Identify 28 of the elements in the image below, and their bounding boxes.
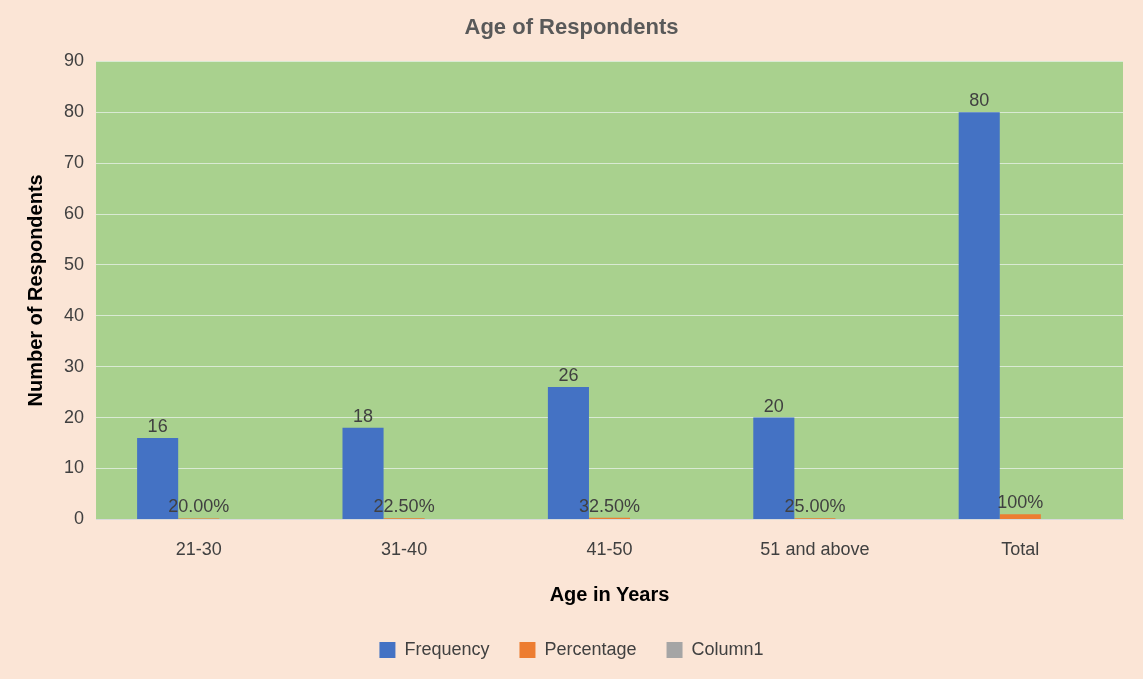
data-label: 20	[763, 395, 784, 416]
x-axis-title: Age in Years	[549, 582, 670, 605]
y-tick-label: 40	[63, 304, 85, 325]
chart-title: Age of Respondents	[464, 14, 679, 40]
x-tick-label: 41-50	[586, 539, 633, 560]
bar	[999, 514, 1041, 519]
y-tick-label: 60	[63, 203, 85, 224]
y-tick-label: 90	[63, 50, 85, 71]
y-tick-label: 80	[63, 101, 85, 122]
data-label: 80	[969, 90, 990, 111]
x-tick-label: 21-30	[175, 539, 222, 560]
y-tick-label: 30	[63, 355, 85, 376]
legend-label: Column1	[691, 638, 764, 659]
y-axis-title: Number of Respondents	[23, 174, 46, 407]
y-tick-label: 10	[63, 457, 85, 478]
legend-label: Percentage	[544, 638, 637, 659]
y-tick-label: 0	[74, 508, 85, 529]
x-tick-label: 51 and above	[760, 539, 870, 560]
y-tick-label: 50	[63, 253, 85, 274]
x-tick-label: 31-40	[381, 539, 428, 560]
legend-label: Frequency	[404, 638, 490, 659]
data-label: 18	[353, 405, 374, 426]
y-tick-label: 70	[63, 152, 85, 173]
bar	[958, 112, 1000, 519]
x-tick-label: Total	[1001, 539, 1040, 560]
data-label: 16	[147, 415, 168, 436]
y-tick-label: 20	[63, 406, 85, 427]
data-label: 26	[558, 365, 579, 386]
